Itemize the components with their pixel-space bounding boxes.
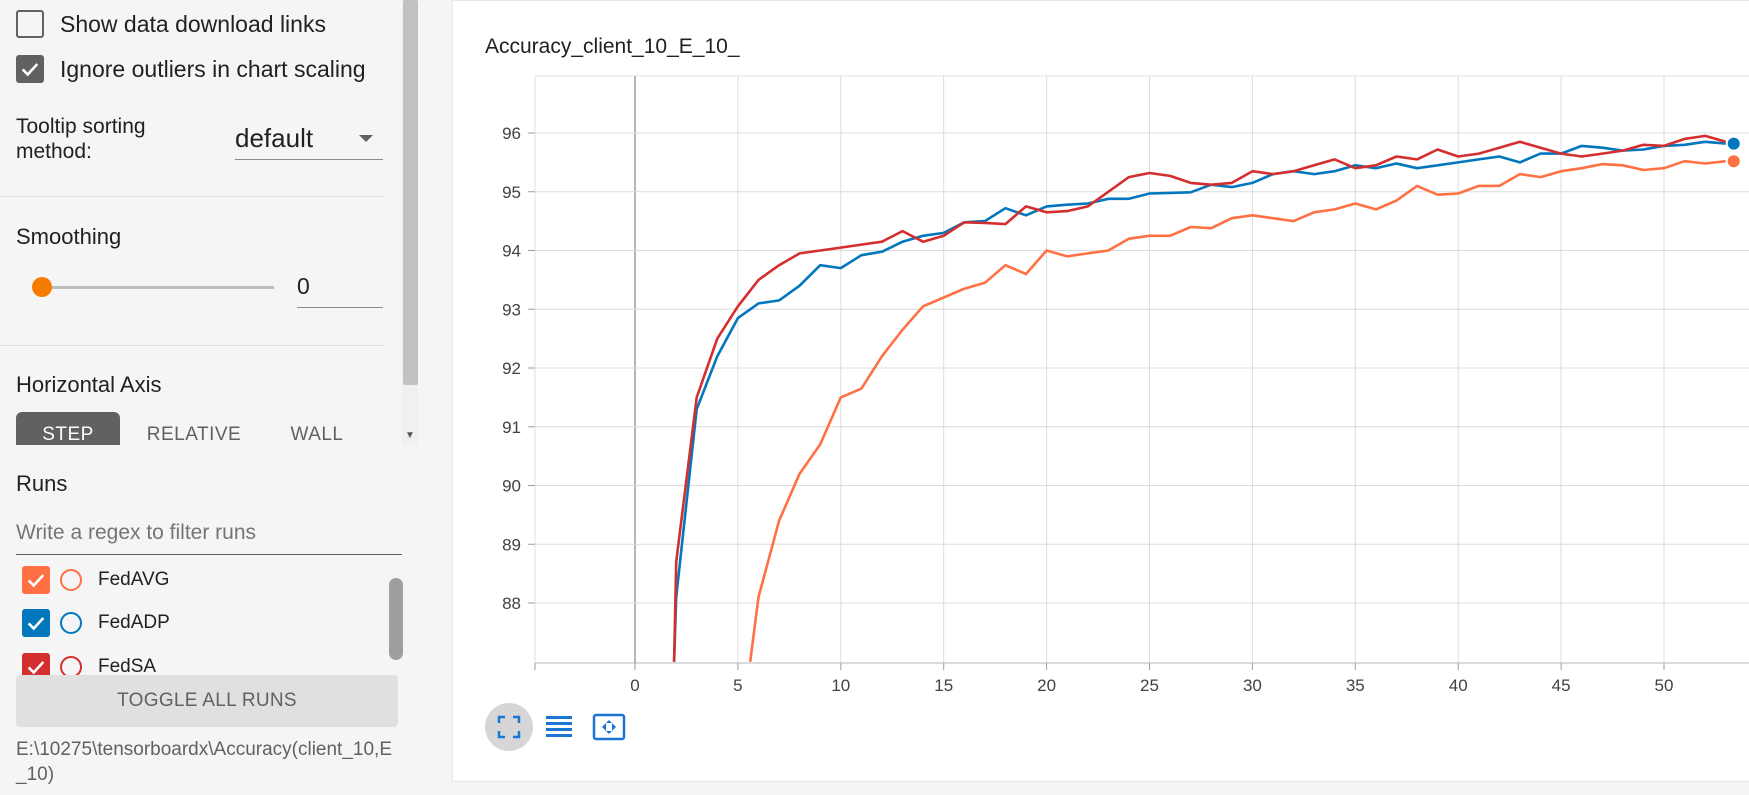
ignore-outliers-label: Ignore outliers in chart scaling: [60, 55, 366, 82]
checkmark-icon: [27, 574, 45, 588]
run-item-fedadp[interactable]: FedADP: [22, 606, 170, 640]
axis-relative-button[interactable]: RELATIVE: [146, 424, 242, 445]
checkmark-icon: [27, 617, 45, 631]
series-line-2: [672, 134, 1727, 662]
run-color-circle[interactable]: [60, 569, 82, 591]
show-download-links-label: Show data download links: [60, 10, 326, 37]
y-tick-label: 96: [502, 124, 521, 143]
run-checkbox[interactable]: [22, 609, 50, 637]
horizontal-axis-label: Horizontal Axis: [16, 372, 162, 397]
runs-list: FedAVG FedADP FedSA: [0, 563, 390, 683]
tooltip-sorting-label: Tooltip sorting method:: [16, 115, 146, 163]
x-tick-label: 45: [1552, 676, 1571, 695]
divider: [0, 196, 384, 197]
fit-to-data-icon: [497, 715, 521, 739]
x-tick-label: 25: [1140, 676, 1159, 695]
y-tick-label: 88: [502, 594, 521, 613]
ignore-outliers-row[interactable]: Ignore outliers in chart scaling: [16, 53, 366, 85]
settings-scrollbar-thumb[interactable]: [403, 0, 418, 385]
chart-series: [672, 134, 1727, 662]
sidebar: Show data download links Ignore outliers…: [0, 0, 420, 795]
run-name: FedAVG: [98, 569, 170, 590]
y-tick-label: 91: [502, 418, 521, 437]
x-tick-label: 10: [831, 676, 850, 695]
ignore-outliers-checkbox[interactable]: [16, 55, 44, 83]
run-color-circle[interactable]: [60, 612, 82, 634]
x-tick-label: 30: [1243, 676, 1262, 695]
show-download-links-row[interactable]: Show data download links: [16, 8, 326, 40]
smoothing-slider-thumb[interactable]: [32, 277, 52, 297]
axis-wall-button[interactable]: WALL: [290, 424, 344, 445]
chart-ticks: 0 5 10 15 20 25 30 35 40 45 50 88 89 90 91 92 93 94 95 96: [502, 124, 1673, 695]
y-tick-label: 90: [502, 477, 521, 496]
x-tick-label: 5: [733, 676, 742, 695]
smoothing-value-input[interactable]: 0: [297, 268, 383, 308]
y-tick-label: 94: [502, 242, 521, 261]
scroll-down-arrow-icon[interactable]: ▼: [405, 430, 415, 441]
runs-label: Runs: [16, 471, 68, 496]
x-tick-label: 35: [1346, 676, 1365, 695]
expand-chart-button[interactable]: [585, 703, 633, 751]
runs-panel: Runs Write a regex to filter runs FedAVG…: [0, 445, 420, 795]
checkmark-icon: [21, 63, 39, 77]
fit-to-data-button[interactable]: [485, 703, 533, 751]
y-tick-label: 93: [502, 300, 521, 319]
axis-step-button[interactable]: STEP: [16, 412, 120, 445]
checkmark-icon: [27, 661, 45, 675]
y-tick-label: 89: [502, 535, 521, 554]
toggle-all-runs-button[interactable]: TOGGLE ALL RUNS: [16, 675, 398, 727]
show-download-links-checkbox[interactable]: [16, 10, 44, 38]
tooltip-sorting-select[interactable]: default: [235, 118, 383, 160]
chevron-down-icon: [359, 135, 373, 142]
x-tick-label: 0: [630, 676, 639, 695]
chart-card: Accuracy_client_10_E_10_ 0 5 10 15 20 25 30 35 4…: [452, 0, 1749, 782]
tooltip-sorting-value: default: [235, 123, 314, 153]
chart-grid: [534, 75, 1749, 664]
y-tick-label: 95: [502, 183, 521, 202]
x-tick-label: 20: [1037, 676, 1056, 695]
toggle-y-log-button[interactable]: [535, 703, 583, 751]
settings-panel: Show data download links Ignore outliers…: [0, 0, 402, 445]
x-tick-label: 50: [1655, 676, 1674, 695]
runs-scrollbar-thumb[interactable]: [389, 578, 403, 660]
smoothing-label: Smoothing: [16, 224, 122, 249]
smoothing-slider-track[interactable]: [42, 286, 274, 289]
run-name: FedADP: [98, 612, 170, 633]
x-tick-label: 15: [934, 676, 953, 695]
series-line-1: [672, 140, 1726, 662]
x-tick-label: 40: [1449, 676, 1468, 695]
chart-title: Accuracy_client_10_E_10_: [485, 35, 740, 58]
divider: [0, 345, 384, 346]
run-item-fedavg[interactable]: FedAVG: [22, 563, 169, 597]
runs-filter-input[interactable]: Write a regex to filter runs: [16, 515, 402, 555]
y-tick-label: 92: [502, 359, 521, 378]
run-checkbox[interactable]: [22, 566, 50, 594]
run-name: FedSA: [98, 656, 157, 677]
accuracy-chart[interactable]: 0 5 10 15 20 25 30 35 40 45 50 88 89 90 91 92 93 94 95 96: [453, 1, 1749, 701]
list-icon: [546, 716, 572, 737]
series-end-dot-0: [1727, 155, 1740, 168]
series-line-0: [748, 159, 1726, 662]
data-location: E:\10275\tensorboardx\Accuracy(client_10…: [16, 739, 392, 785]
expand-icon: [592, 713, 626, 741]
series-end-dot-1: [1727, 137, 1740, 150]
